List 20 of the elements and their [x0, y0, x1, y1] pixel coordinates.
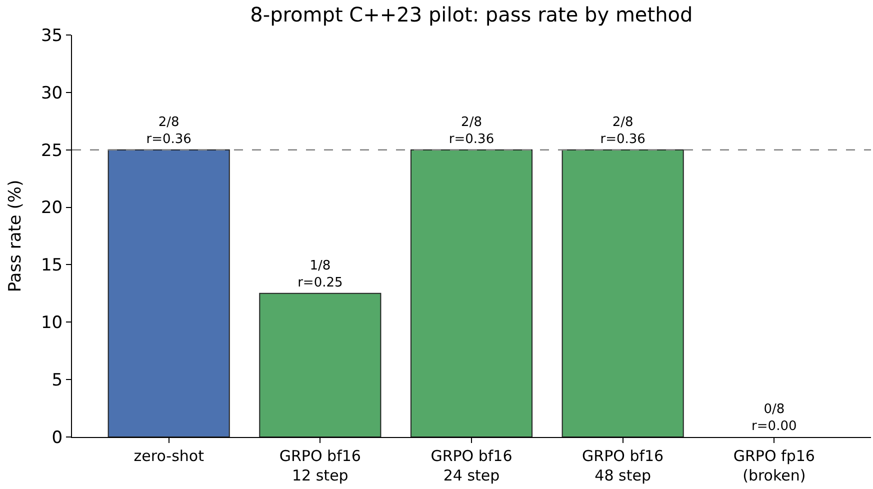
x-tick-label: GRPO bf16 24 step [430, 447, 512, 484]
chart-title: 8-prompt C++23 pilot: pass rate by method [250, 2, 693, 26]
y-axis-title: Pass rate (%) [6, 180, 26, 292]
y-tick-label: 0 [52, 428, 63, 448]
data-label: 2/8 r=0.36 [448, 114, 494, 147]
y-tick-label: 10 [40, 313, 63, 334]
y-tick-label: 20 [40, 198, 63, 218]
y-tick-label: 15 [40, 256, 63, 276]
x-tick-label: GRPO bf16 48 step [582, 447, 664, 484]
data-label: 2/8 r=0.36 [600, 114, 646, 147]
x-tick-label: zero-shot [134, 447, 204, 465]
y-tick-label: 35 [40, 26, 63, 46]
data-label: 2/8 r=0.36 [146, 114, 192, 147]
y-tick-label: 25 [40, 140, 63, 161]
x-tick-label: GRPO fp16 (broken) [733, 447, 815, 484]
x-tick-label: GRPO bf16 12 step [279, 447, 361, 484]
y-tick-label: 30 [40, 83, 63, 104]
data-label: 0/8 r=0.00 [752, 402, 797, 434]
y-tick-label: 5 [52, 370, 63, 391]
data-label: 1/8 r=0.25 [298, 258, 343, 290]
